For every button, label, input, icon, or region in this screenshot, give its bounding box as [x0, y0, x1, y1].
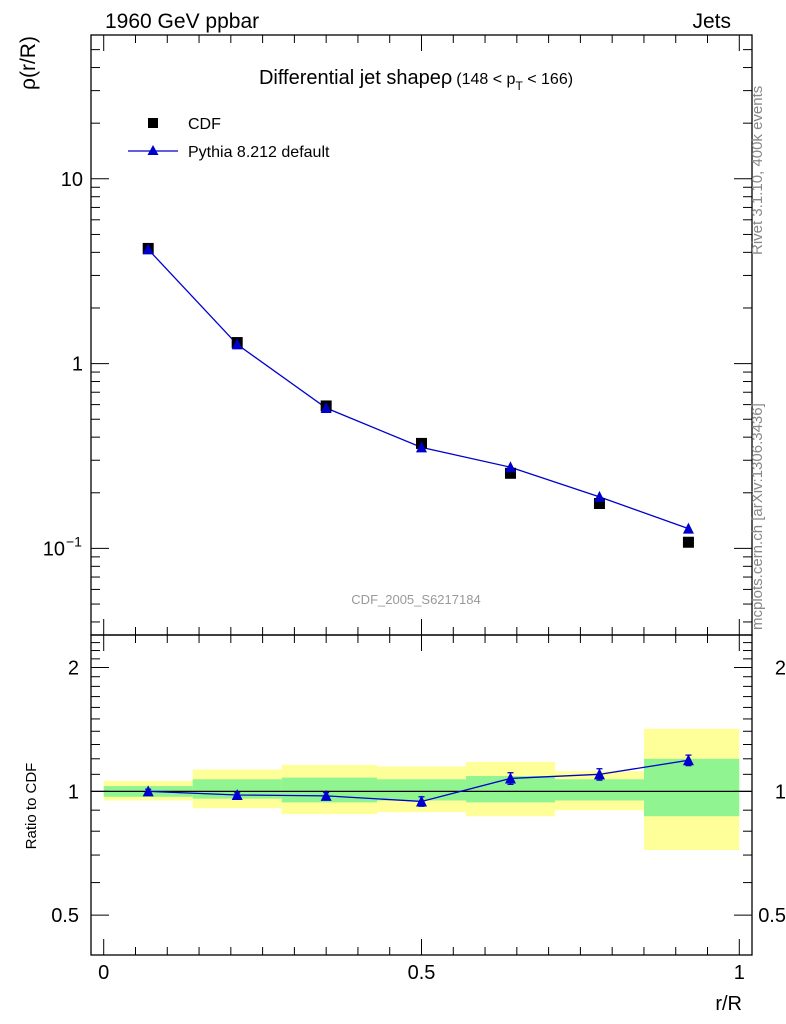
- ratio-y-tick-label-right: 1: [775, 781, 786, 803]
- pythia-data-point: [416, 441, 427, 453]
- mcplots-label: mcplots.cern.ch [arXiv:1306.3436]: [749, 403, 766, 630]
- pythia-ratio-point: [142, 785, 154, 797]
- ratio-y-tick-label-right: 2: [775, 658, 786, 680]
- cdf-data-point: [593, 498, 605, 510]
- legend-pythia-label: Pythia 8.212 default: [188, 144, 330, 161]
- legend: CDF Pythia 8.212 default: [128, 116, 330, 161]
- x-tick-label: 1: [734, 962, 745, 984]
- pythia-data-point: [593, 490, 605, 502]
- ratio-y-tick-label-left: 1: [68, 781, 79, 803]
- legend-pythia-marker: [147, 145, 159, 155]
- analysis-watermark: CDF_2005_S6217184: [351, 592, 480, 607]
- y-tick-label: 10: [61, 169, 83, 191]
- pythia-data-point: [231, 338, 243, 350]
- ratio-y-tick-label-right: 0.5: [758, 905, 786, 927]
- pythia-ratio-point: [320, 789, 332, 801]
- pythia-ratio-point: [504, 772, 516, 784]
- ratio-panel: 0.5 0.5 1 1 2 2 0 0.5 1 Ratio to CDF r/R: [23, 634, 786, 1015]
- x-axis-label: r/R: [715, 993, 742, 1015]
- stat-uncertainty-band: [643, 758, 740, 817]
- pythia-ratio-point: [682, 754, 694, 766]
- main-plot-marks: [142, 242, 694, 548]
- process-label: Jets: [692, 10, 731, 33]
- pythia-ratio-point: [416, 795, 427, 807]
- pythia-data-point: [320, 402, 332, 414]
- cdf-data-point: [504, 467, 516, 479]
- ratio-plot-ticks: 0.5 0.5 1 1 2 2 0 0.5 1: [51, 634, 786, 984]
- stat-uncertainty-band: [554, 779, 644, 801]
- y-axis-label-main: ρ(r/R): [17, 36, 40, 90]
- pythia-series-line: [147, 248, 689, 530]
- pythia-data-point: [142, 243, 154, 255]
- ratio-y-tick-label-left: 0.5: [51, 905, 79, 927]
- y-axis-label-ratio: Ratio to CDF: [23, 763, 40, 850]
- y-tick-label-exponent: −1: [66, 533, 82, 549]
- ratio-plot-marks: [91, 728, 752, 851]
- cdf-data-point: [682, 536, 694, 548]
- pythia-data-point: [682, 522, 694, 534]
- y-tick-label: 1: [72, 354, 83, 376]
- y-tick-label: 10: [43, 538, 65, 560]
- x-tick-label: 0: [98, 962, 109, 984]
- legend-cdf-marker: [148, 118, 158, 128]
- ratio-y-tick-label-left: 2: [68, 658, 79, 680]
- main-plot-title: Differential jet shapeρ (148 < pT < 166): [259, 67, 573, 93]
- legend-cdf-label: CDF: [188, 116, 221, 133]
- pythia-data-point: [504, 461, 516, 473]
- pythia-ratio-point: [231, 788, 243, 800]
- pythia-ratio-point: [593, 768, 605, 780]
- energy-label: 1960 GeV ppbar: [105, 10, 259, 33]
- x-tick-label: 0.5: [408, 962, 436, 984]
- rivet-version-label: Rivet 3.1.10, 400k events: [749, 86, 766, 255]
